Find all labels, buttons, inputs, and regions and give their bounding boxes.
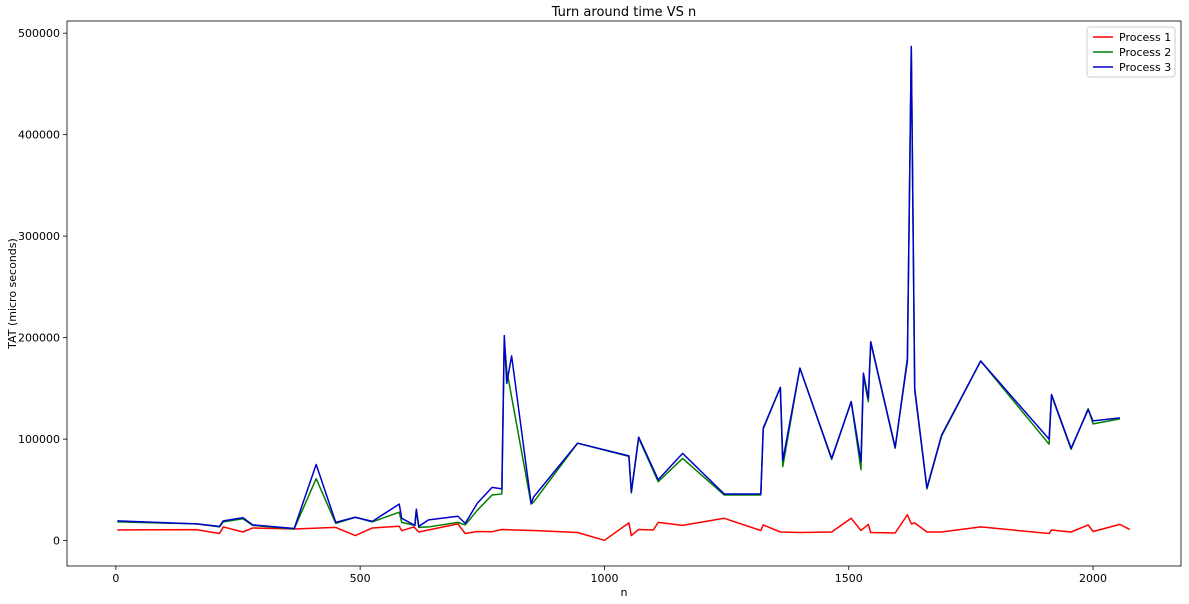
plot-area — [117, 45, 1131, 542]
y-tick-label: 100000 — [18, 433, 60, 446]
x-axis-label: n — [621, 586, 628, 599]
series-line-process-3 — [117, 45, 1121, 530]
plot-frame — [66, 20, 1182, 567]
y-tick-label: 200000 — [18, 332, 60, 345]
legend-box — [1086, 26, 1176, 78]
x-tick-label: 1500 — [835, 572, 863, 585]
legend-label-process-1: Process 1 — [1119, 31, 1171, 44]
series-line-process-2 — [117, 47, 1121, 530]
y-tick-label: 400000 — [18, 129, 60, 142]
y-tick-label: 0 — [53, 535, 60, 548]
y-tick-label: 500000 — [18, 27, 60, 40]
x-tick-label: 500 — [350, 572, 371, 585]
x-tick-label: 0 — [112, 572, 119, 585]
chart-title: Turn around time VS n — [551, 5, 697, 20]
axes: 0 500 1000 1500 2000 0 100000 200000 300000 40000… — [18, 20, 1182, 585]
series-line-process-1 — [117, 514, 1131, 542]
legend-label-process-2: Process 2 — [1119, 46, 1171, 59]
legend: Process 1 Process 2 Process 3 — [1086, 26, 1176, 78]
legend-label-process-3: Process 3 — [1119, 61, 1171, 74]
y-tick-label: 300000 — [18, 230, 60, 243]
x-tick-label: 1000 — [590, 572, 618, 585]
y-axis-label: TAT (micro seconds) — [6, 238, 19, 350]
x-tick-label: 2000 — [1079, 572, 1107, 585]
